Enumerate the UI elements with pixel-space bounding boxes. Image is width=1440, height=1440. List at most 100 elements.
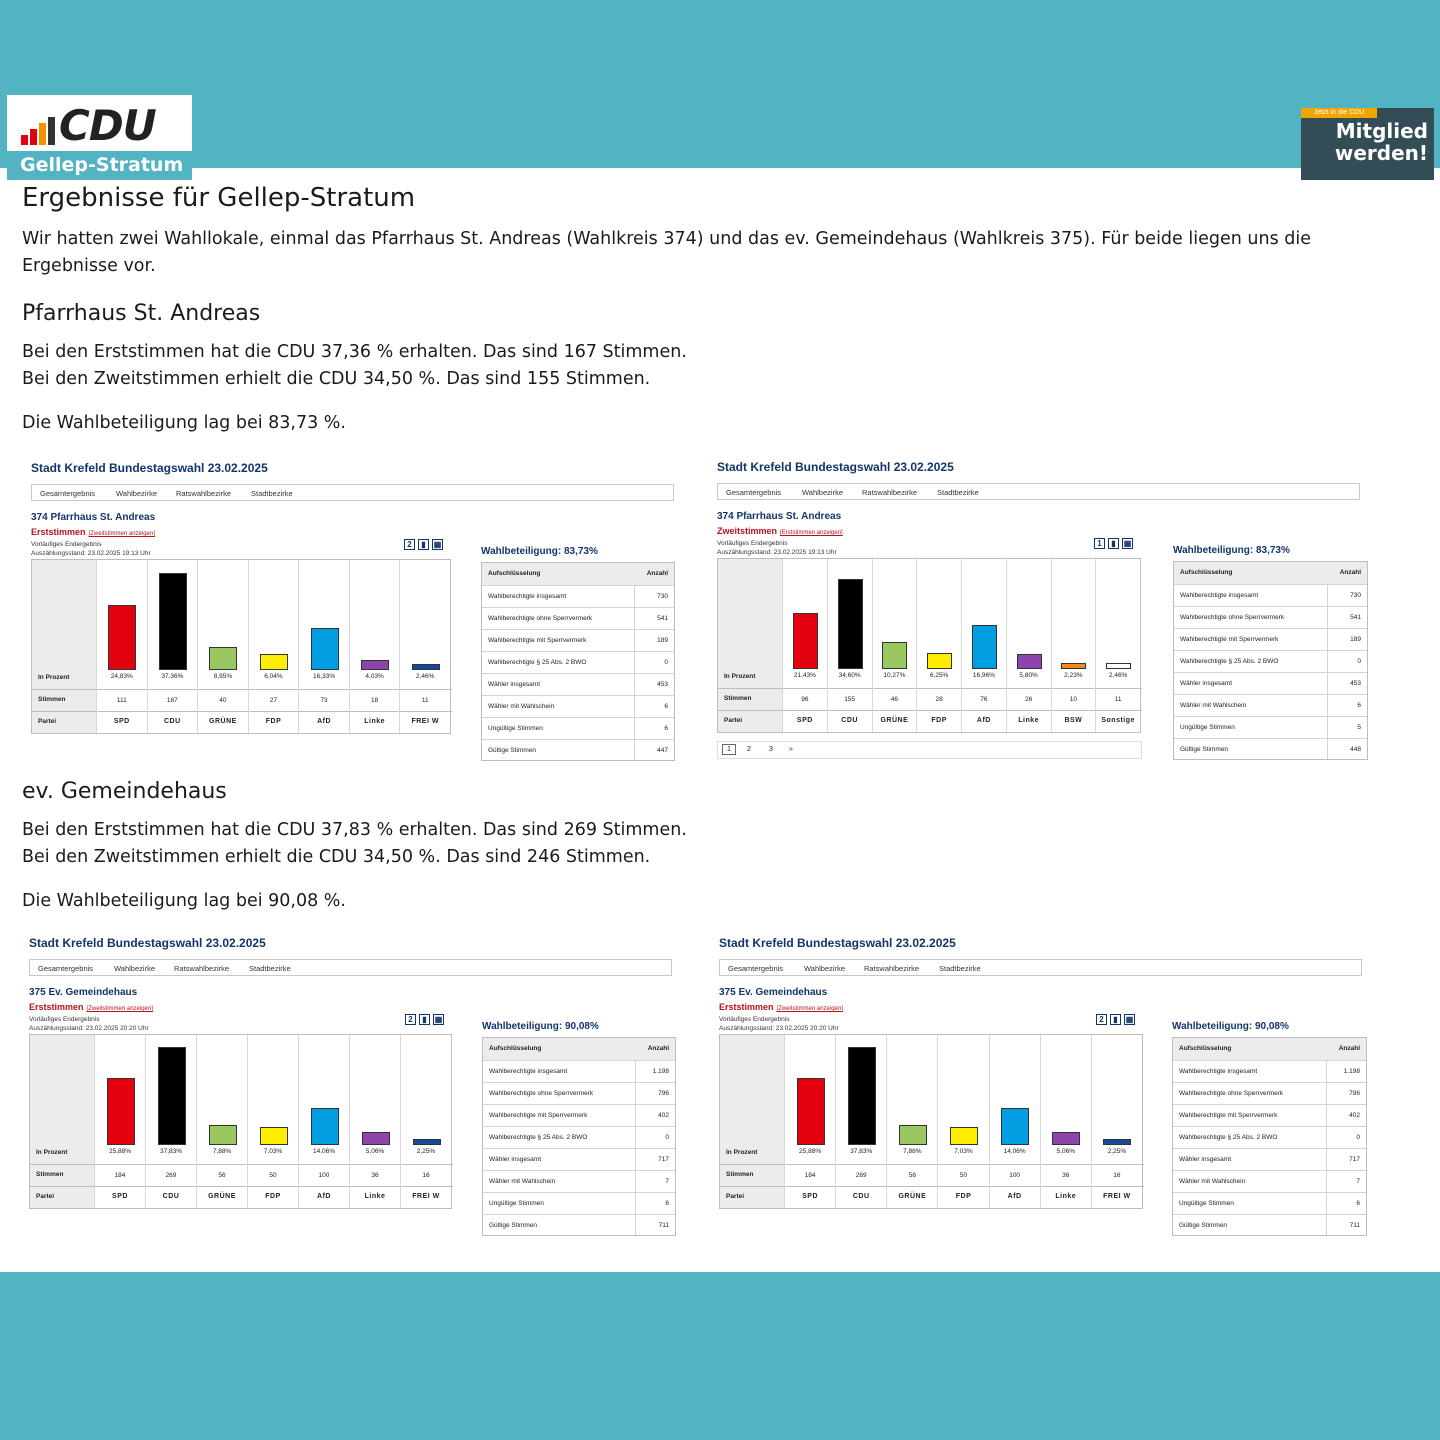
table-row: Wahlberechtigte § 25 Abs. 2 BWO 0 <box>1173 1126 1366 1148</box>
bar-linke <box>361 1131 390 1145</box>
toggle-vote-link[interactable]: [Zweitstimmen anzeigen] <box>86 1006 153 1012</box>
tab-1[interactable]: Wahlbezirke <box>804 964 845 973</box>
numbered-view-icon[interactable]: 2 <box>404 539 415 550</box>
bar-cdu <box>837 579 863 669</box>
stat-value: 402 <box>1349 1112 1360 1119</box>
tab-0[interactable]: Gesamtergebnis <box>38 964 94 973</box>
party-column: 4,03% 18 Linke <box>348 560 400 733</box>
numbered-view-icon[interactable]: 1 <box>1094 538 1105 549</box>
bar-chart-icon[interactable]: ▮ <box>419 1014 430 1025</box>
gemeindehaus-turnout: Die Wahlbeteiligung lag bei 90,08 %. <box>22 891 346 911</box>
stat-value: 0 <box>1357 658 1361 665</box>
tab-1[interactable]: Wahlbezirke <box>114 964 155 973</box>
tab-2[interactable]: Ratswahlbezirke <box>174 964 230 973</box>
chart-label-column <box>32 560 96 733</box>
status-text: Vorläufiges Endergebnis <box>31 541 102 548</box>
table-icon[interactable]: ▦ <box>1124 1014 1135 1025</box>
party-column: 2,46% 11 FREI W <box>399 560 450 733</box>
vote-type-label: Erststimmen <box>719 1002 774 1012</box>
result-panel: Stadt Krefeld Bundestagswahl 23.02.2025 G… <box>709 933 1399 1243</box>
bar-percent-label: 21,43% <box>793 672 816 679</box>
stat-value: 1.198 <box>1343 1068 1360 1075</box>
timestamp: Auszählungsstand: 23.02.2025 19:13 Uhr <box>31 550 151 557</box>
bar-votes-label: 40 <box>219 697 227 704</box>
tab-2[interactable]: Ratswahlbezirke <box>176 489 232 498</box>
tab-0[interactable]: Gesamtergebnis <box>728 964 784 973</box>
tab-0[interactable]: Gesamtergebnis <box>40 489 96 498</box>
stat-value: 6 <box>665 1200 669 1207</box>
tab-3[interactable]: Stadtbezirke <box>939 964 981 973</box>
stat-label: Ungültige Stimmen <box>1179 1200 1234 1207</box>
header-count: Anzahl <box>647 1045 669 1052</box>
bar-chart-icon[interactable]: ▮ <box>418 539 429 550</box>
party-column: 5,06% 36 Linke <box>1039 1035 1091 1208</box>
stat-value: 541 <box>1350 614 1361 621</box>
table-icon[interactable]: ▦ <box>1122 538 1133 549</box>
footer-band <box>0 1272 1440 1440</box>
vote-type: Zweitstimmen [Erststimmen anzeigen] <box>717 526 843 536</box>
bar-chart-icon[interactable]: ▮ <box>1108 538 1119 549</box>
bar-percent-label: 14,06% <box>312 1148 336 1155</box>
tab-2[interactable]: Ratswahlbezirke <box>862 488 918 497</box>
table-icon[interactable]: ▦ <box>433 1014 444 1025</box>
party-column: 5,80% 26 Linke <box>1005 559 1051 732</box>
page-link-3[interactable]: » <box>789 746 793 753</box>
table-icon[interactable]: ▦ <box>432 539 443 550</box>
table-row: Wähler mit Wahlschein 7 <box>1173 1170 1366 1192</box>
toggle-vote-link[interactable]: [Zweitstimmen anzeigen] <box>88 531 155 537</box>
toggle-vote-link[interactable]: [Zweitstimmen anzeigen] <box>776 1006 843 1012</box>
tab-3[interactable]: Stadtbezirke <box>937 488 979 497</box>
table-row: Wähler insgesamt 717 <box>1173 1148 1366 1170</box>
party-column: 21,43% 96 SPD <box>782 559 827 732</box>
numbered-view-icon[interactable]: 2 <box>405 1014 416 1025</box>
stat-label: Wähler insgesamt <box>489 1156 542 1163</box>
panel-title: Stadt Krefeld Bundestagswahl 23.02.2025 <box>31 461 268 475</box>
tab-1[interactable]: Wahlbezirke <box>802 488 843 497</box>
party-column: 7,88% 56 GRÜNE <box>886 1035 937 1208</box>
result-panel: Stadt Krefeld Bundestagswahl 23.02.2025 G… <box>21 458 711 768</box>
stat-value: 730 <box>657 593 668 600</box>
party-column: 14,06% 100 AfD <box>298 1035 349 1208</box>
header-count: Anzahl <box>1339 569 1361 576</box>
bar-chart-icon[interactable]: ▮ <box>1110 1014 1121 1025</box>
cdu-logo[interactable]: CDU Gellep-Stratum <box>7 95 192 180</box>
party-column: 5,06% 36 Linke <box>349 1035 400 1208</box>
bar-fdp <box>927 652 953 669</box>
header-breakdown: Aufschlüsselung <box>488 570 541 577</box>
row-label-percent: In Prozent <box>36 1149 68 1156</box>
stat-value: 6 <box>664 703 668 710</box>
stat-value: 5 <box>1357 724 1361 731</box>
row-divider <box>30 1164 453 1165</box>
row-label-percent: In Prozent <box>726 1149 758 1156</box>
page-link-0[interactable]: 1 <box>722 744 736 755</box>
tab-2[interactable]: Ratswahlbezirke <box>864 964 920 973</box>
bar-votes-label: 184 <box>804 1172 816 1179</box>
pfarrhaus-line-1: Bei den Erststimmen hat die CDU 37,36 % … <box>22 342 687 362</box>
stat-value: 1.198 <box>652 1068 669 1075</box>
view-icons: 2 ▮ ▦ <box>1093 1013 1135 1025</box>
column-divider <box>1326 1038 1327 1235</box>
stat-value: 6 <box>1357 702 1361 709</box>
page-link-1[interactable]: 2 <box>747 746 751 753</box>
bar-percent-label: 7,88% <box>903 1148 922 1155</box>
tab-0[interactable]: Gesamtergebnis <box>726 488 782 497</box>
stat-value: 711 <box>1349 1222 1360 1229</box>
page-link-2[interactable]: 3 <box>769 746 773 753</box>
tab-1[interactable]: Wahlbezirke <box>116 489 157 498</box>
count-status: Vorläufiges Endergebnis Auszählungsstand:… <box>31 540 151 558</box>
party-column: 2,23% 10 BSW <box>1050 559 1096 732</box>
bar-votes-label: 100 <box>318 1172 330 1179</box>
tab-3[interactable]: Stadtbezirke <box>249 964 291 973</box>
bar-percent-label: 2,25% <box>416 1148 436 1155</box>
section-title-pfarrhaus: Pfarrhaus St. Andreas <box>22 301 261 326</box>
member-badge[interactable]: Jetzt in die CDU Mitglied werden! <box>1301 108 1434 180</box>
row-label-votes: Stimmen <box>726 1171 754 1178</box>
toggle-vote-link[interactable]: [Erststimmen anzeigen] <box>780 530 843 536</box>
bar-percent-label: 6,04% <box>264 673 283 680</box>
numbered-view-icon[interactable]: 2 <box>1096 1014 1107 1025</box>
table-row: Wähler mit Wahlschein 6 <box>482 695 674 717</box>
tab-3[interactable]: Stadtbezirke <box>251 489 293 498</box>
district-title: 375 Ev. Gemeindehaus <box>29 987 138 998</box>
section-title-gemeindehaus: ev. Gemeindehaus <box>22 779 227 804</box>
bar-votes-label: 167 <box>166 697 178 704</box>
